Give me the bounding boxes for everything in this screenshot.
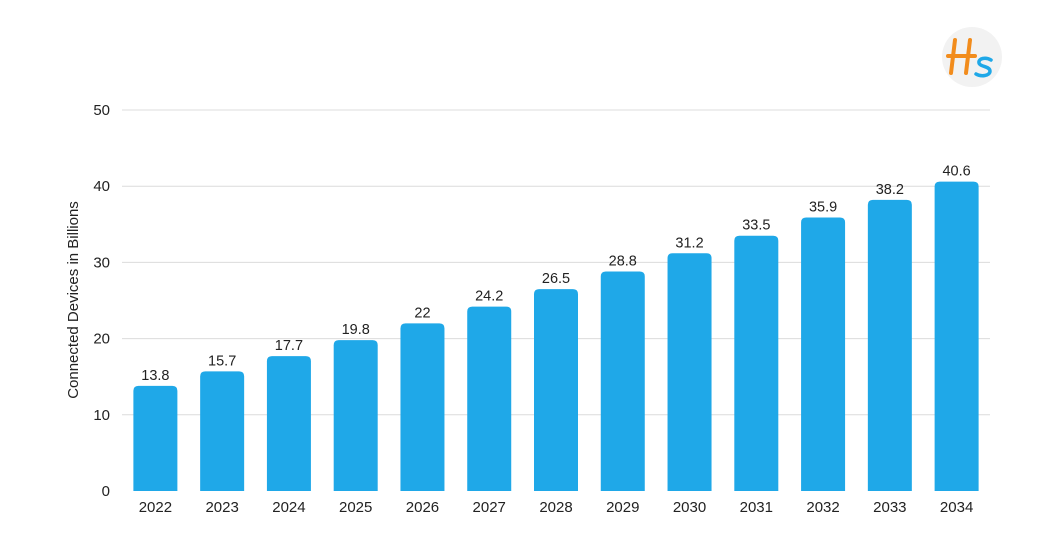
data-label-2024: 17.7 [275,338,303,354]
data-label-2034: 40.6 [942,164,970,180]
y-axis-title: Connected Devices in Billions [65,201,82,399]
bar-2031 [734,235,779,491]
data-label-2030: 31.2 [675,235,703,251]
x-tick-label-2034: 2034 [940,499,973,516]
brand-logo [942,27,1002,87]
bar-2034 [934,181,979,492]
bar-2026 [400,323,445,491]
bar-2022 [133,385,178,491]
x-tick-label-2028: 2028 [539,499,572,516]
data-label-2023: 15.7 [208,353,236,369]
x-tick-label-2024: 2024 [272,499,305,516]
data-label-2022: 13.8 [141,368,169,384]
y-tick-label: 10 [93,407,110,424]
x-tick-label-2027: 2027 [473,499,506,516]
y-tick-label: 20 [93,331,110,348]
bar-2025 [333,340,378,491]
data-label-2026: 22 [414,305,430,321]
bar-2027 [467,306,512,491]
y-tick-label: 0 [102,483,110,500]
gridlines [122,109,990,416]
x-tick-label-2026: 2026 [406,499,439,516]
x-tick-label-2033: 2033 [873,499,906,516]
bar-2029 [600,271,645,491]
x-tick-label-2032: 2032 [806,499,839,516]
data-label-2025: 19.8 [342,322,370,338]
logo-h-mark [946,38,977,75]
x-tick-label-2022: 2022 [139,499,172,516]
data-label-2033: 38.2 [876,182,904,198]
data-label-2032: 35.9 [809,199,837,215]
data-label-2027: 24.2 [475,289,503,305]
x-tick-label-2030: 2030 [673,499,706,516]
y-axis-ticks: 0 10 20 30 40 50 [93,102,110,500]
y-tick-label: 50 [93,102,110,119]
bar-2028 [534,289,578,491]
y-tick-label: 40 [93,178,110,195]
x-axis-ticks: 2022 2023 2024 2025 2026 2027 2028 2029 2030 2031… [139,499,974,516]
bar-2032 [801,217,846,491]
x-tick-label-2023: 2023 [205,499,238,516]
y-tick-label: 30 [93,254,110,271]
bar-2033 [867,199,912,491]
bars [133,181,979,492]
data-labels: 13.8 15.7 17.7 19.8 22 24.2 26.5 28.8 31.2 33.5 35… [141,164,970,384]
x-tick-label-2029: 2029 [606,499,639,516]
data-label-2029: 28.8 [609,254,637,270]
bar-2024 [266,356,311,491]
data-label-2031: 33.5 [742,218,770,234]
x-tick-label-2025: 2025 [339,499,372,516]
bar-2030 [667,253,712,491]
logo-s-mark [974,56,993,78]
x-tick-label-2031: 2031 [740,499,773,516]
data-label-2028: 26.5 [542,271,570,287]
bar-2023 [200,371,245,491]
